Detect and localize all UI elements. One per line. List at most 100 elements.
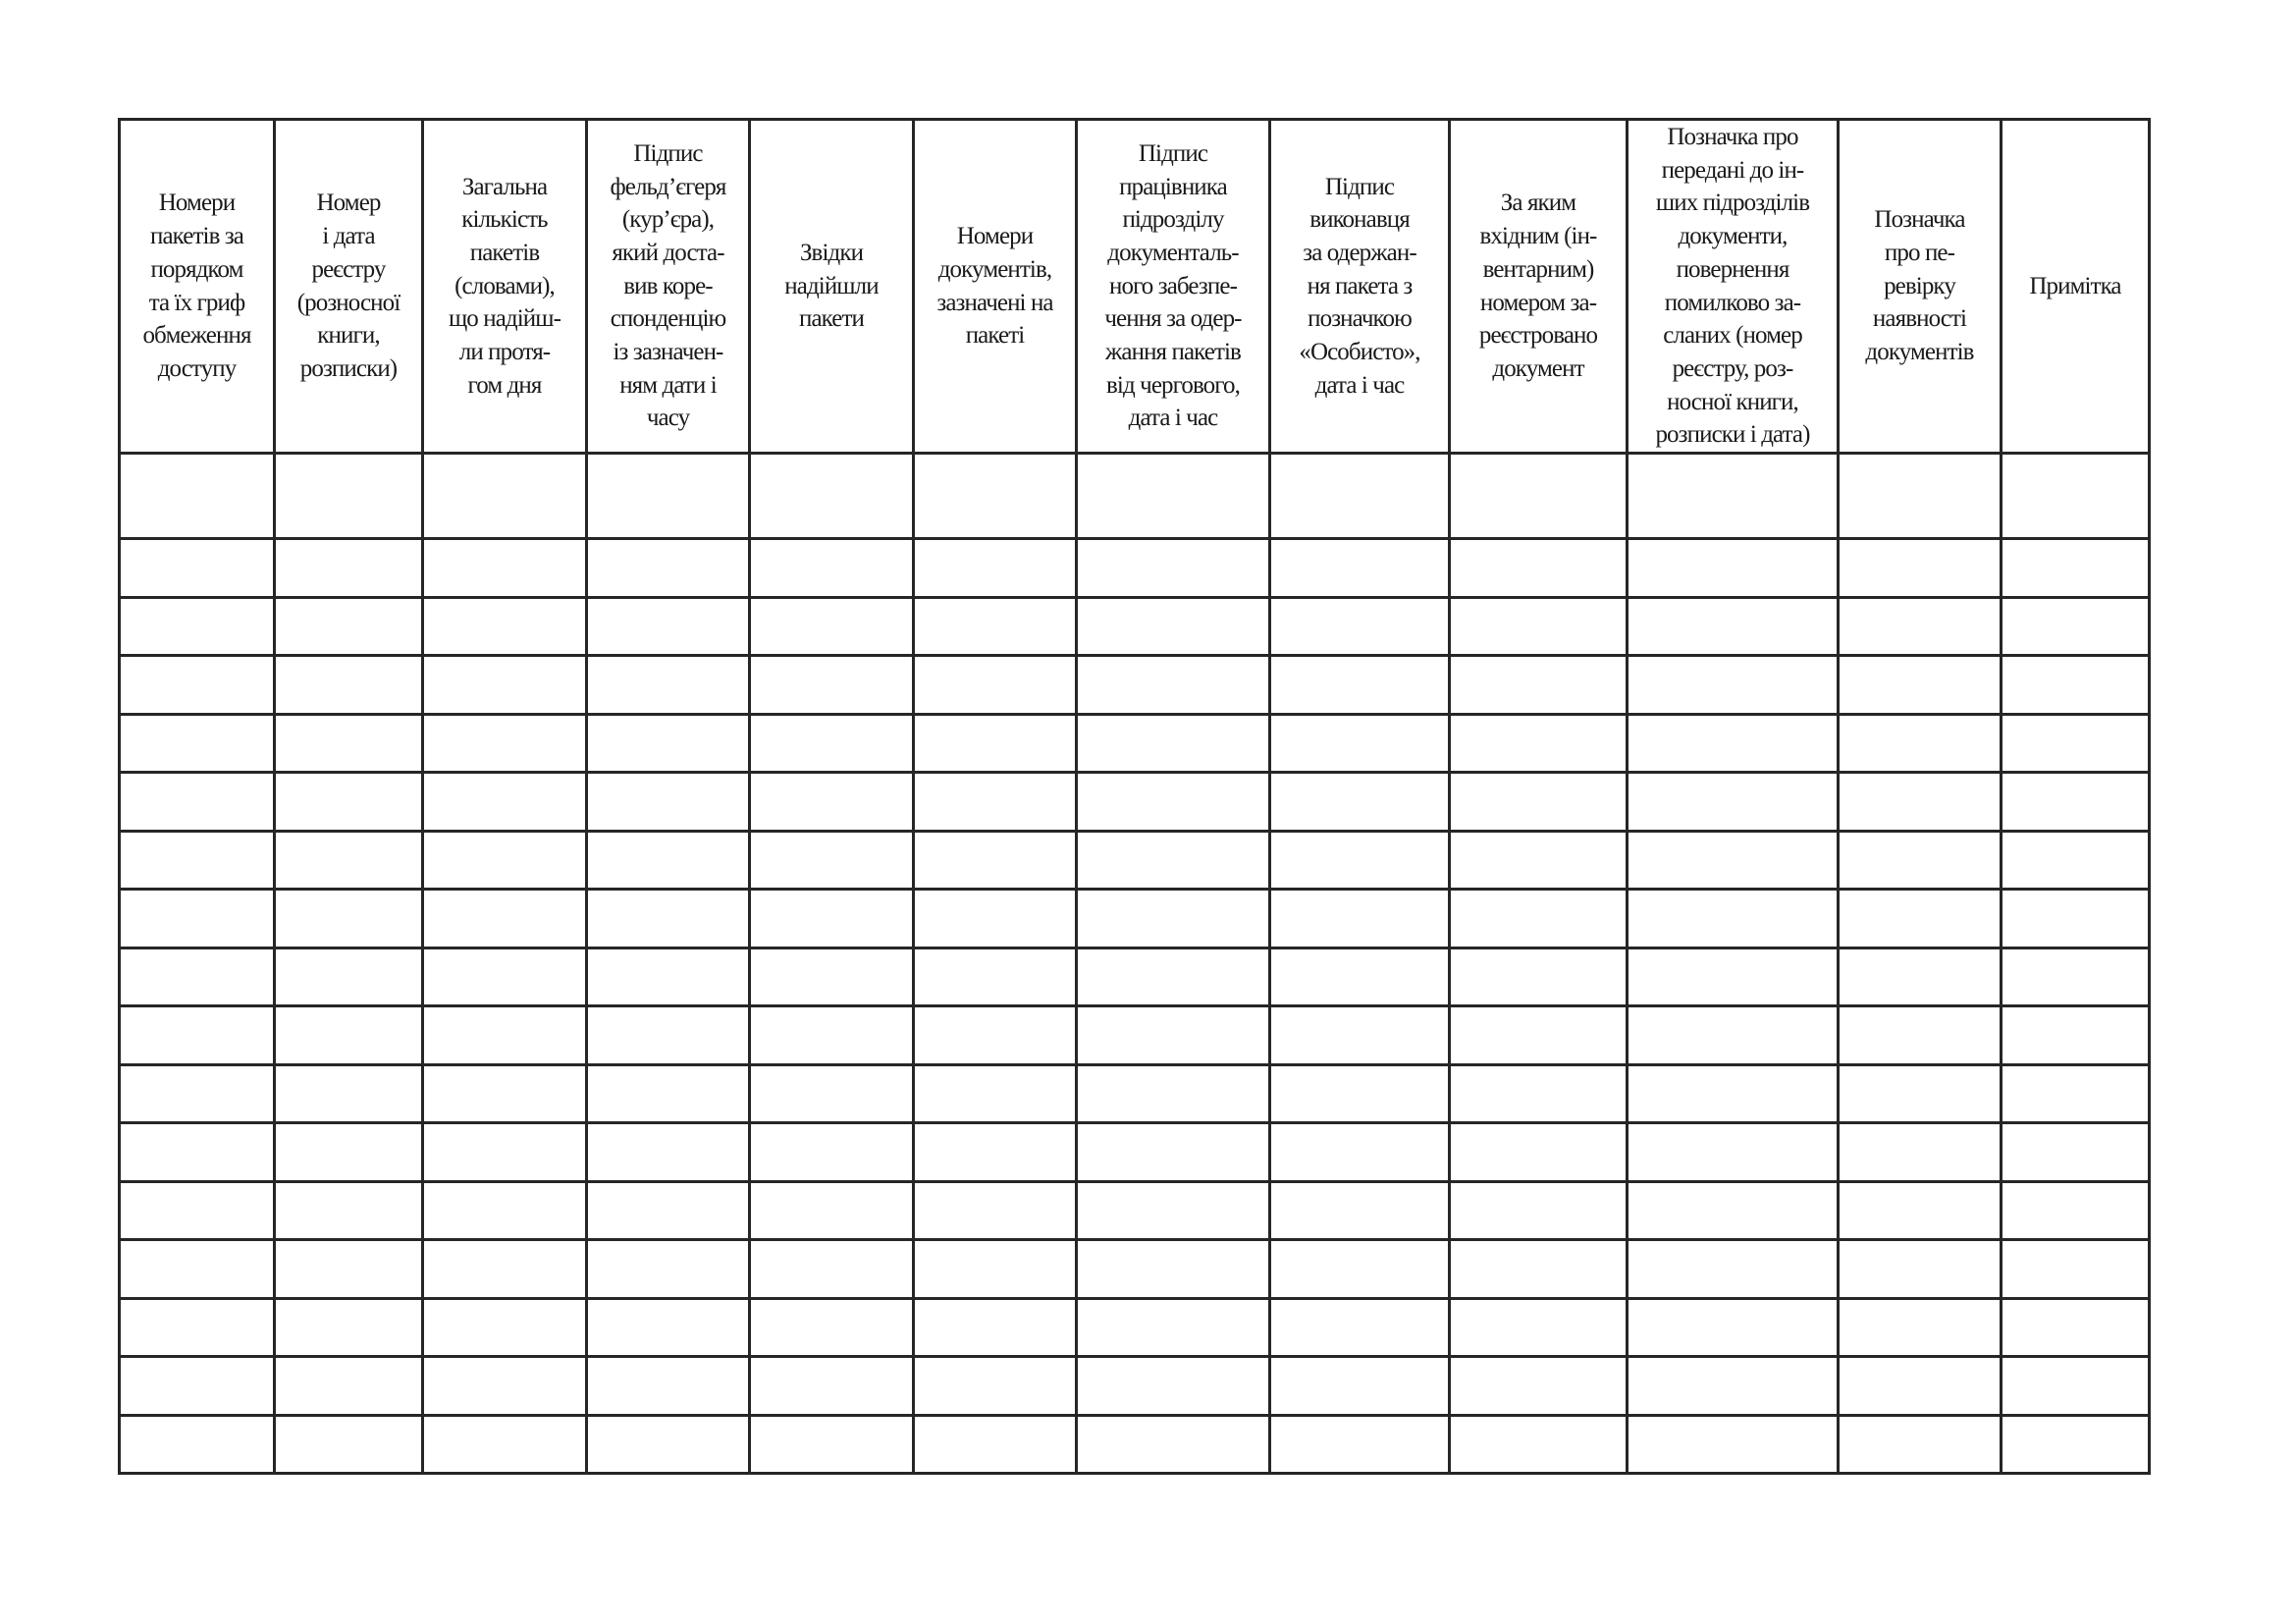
table-cell bbox=[1448, 1179, 1629, 1242]
table-cell bbox=[1075, 829, 1271, 892]
table-cell bbox=[748, 537, 915, 599]
table-row bbox=[118, 452, 2151, 541]
table-cell bbox=[1075, 537, 1271, 599]
col-courier-signature: Підпис фельд’єгеря (кур’єра), який доста… bbox=[585, 117, 751, 456]
table-cell bbox=[273, 1062, 424, 1125]
table-cell bbox=[1075, 712, 1271, 775]
table-cell bbox=[273, 1296, 424, 1359]
table-cell bbox=[2000, 1121, 2151, 1183]
table-cell bbox=[421, 1355, 588, 1417]
col-employee-signature: Підпис працівника підрозділу документаль… bbox=[1075, 117, 1271, 456]
table-cell bbox=[421, 1296, 588, 1359]
table-cell bbox=[912, 654, 1078, 716]
table-cell bbox=[1268, 712, 1451, 775]
table-cell bbox=[912, 595, 1078, 658]
table-cell bbox=[421, 537, 588, 599]
table-cell bbox=[748, 888, 915, 949]
table-cell bbox=[1268, 946, 1451, 1008]
col-transfer-note: Позначка про передані до ін- ших підрозд… bbox=[1626, 117, 1840, 456]
table-cell bbox=[1626, 1121, 1840, 1183]
table-cell bbox=[1626, 537, 1840, 599]
table-cell bbox=[748, 712, 915, 775]
table-cell bbox=[1075, 888, 1271, 949]
table-cell bbox=[2000, 1413, 2151, 1476]
table-row bbox=[118, 712, 2151, 775]
table-cell bbox=[748, 1179, 915, 1242]
table-cell bbox=[1448, 1413, 1629, 1476]
table-cell bbox=[273, 1238, 424, 1300]
table-cell bbox=[2000, 1238, 2151, 1300]
table-cell bbox=[421, 1004, 588, 1066]
table-cell bbox=[2000, 946, 2151, 1008]
table-cell bbox=[1268, 1179, 1451, 1242]
table-cell bbox=[1448, 1062, 1629, 1125]
table-cell bbox=[1075, 1179, 1271, 1242]
table-cell bbox=[912, 452, 1078, 541]
table-cell bbox=[1626, 1413, 1840, 1476]
table-cell bbox=[2000, 537, 2151, 599]
table-cell bbox=[585, 829, 751, 892]
table-row bbox=[118, 1238, 2151, 1300]
table-cell bbox=[273, 1121, 424, 1183]
table-cell bbox=[273, 1004, 424, 1066]
table-cell bbox=[912, 1238, 1078, 1300]
table-cell bbox=[1837, 888, 2002, 949]
table-cell bbox=[1626, 946, 1840, 1008]
table-cell bbox=[2000, 1062, 2151, 1125]
table-cell bbox=[585, 654, 751, 716]
table-cell bbox=[748, 771, 915, 833]
table-cell bbox=[1268, 654, 1451, 716]
table-cell bbox=[118, 1121, 276, 1183]
table-cell bbox=[748, 1413, 915, 1476]
table-cell bbox=[118, 595, 276, 658]
table-cell bbox=[1268, 452, 1451, 541]
table-cell bbox=[1837, 829, 2002, 892]
table-cell bbox=[1837, 1062, 2002, 1125]
table-row bbox=[118, 829, 2151, 892]
table-row bbox=[118, 1004, 2151, 1066]
table-cell bbox=[912, 537, 1078, 599]
table-cell bbox=[1075, 1355, 1271, 1417]
table-cell bbox=[585, 595, 751, 658]
table-cell bbox=[585, 888, 751, 949]
table-cell bbox=[912, 888, 1078, 949]
table-cell bbox=[1837, 1179, 2002, 1242]
table-cell bbox=[1268, 537, 1451, 599]
table-row bbox=[118, 946, 2151, 1008]
table-cell bbox=[1837, 452, 2002, 541]
table-cell bbox=[421, 829, 588, 892]
table-cell bbox=[1268, 771, 1451, 833]
col-remark: Примітка bbox=[2000, 117, 2151, 456]
table-cell bbox=[118, 771, 276, 833]
table-cell bbox=[912, 1413, 1078, 1476]
table-cell bbox=[118, 712, 276, 775]
table-cell bbox=[1268, 1413, 1451, 1476]
table-cell bbox=[748, 829, 915, 892]
table-row bbox=[118, 654, 2151, 716]
table-cell bbox=[1448, 829, 1629, 892]
table-cell bbox=[1448, 946, 1629, 1008]
table-cell bbox=[748, 654, 915, 716]
table-cell bbox=[1626, 888, 1840, 949]
table-cell bbox=[1448, 452, 1629, 541]
table-cell bbox=[1837, 654, 2002, 716]
table-cell bbox=[1626, 829, 1840, 892]
table-cell bbox=[1268, 595, 1451, 658]
table-cell bbox=[421, 595, 588, 658]
table-cell bbox=[1268, 1355, 1451, 1417]
table-cell bbox=[118, 1062, 276, 1125]
table-cell bbox=[1837, 1004, 2002, 1066]
table-cell bbox=[748, 1121, 915, 1183]
table-cell bbox=[585, 1062, 751, 1125]
table-cell bbox=[421, 712, 588, 775]
table-cell bbox=[273, 654, 424, 716]
table-cell bbox=[585, 1238, 751, 1300]
table-cell bbox=[421, 771, 588, 833]
table-cell bbox=[118, 829, 276, 892]
table-cell bbox=[273, 771, 424, 833]
table-cell bbox=[1268, 1004, 1451, 1066]
table-cell bbox=[585, 946, 751, 1008]
table-cell bbox=[273, 1413, 424, 1476]
table-cell bbox=[273, 452, 424, 541]
table-cell bbox=[1837, 1296, 2002, 1359]
